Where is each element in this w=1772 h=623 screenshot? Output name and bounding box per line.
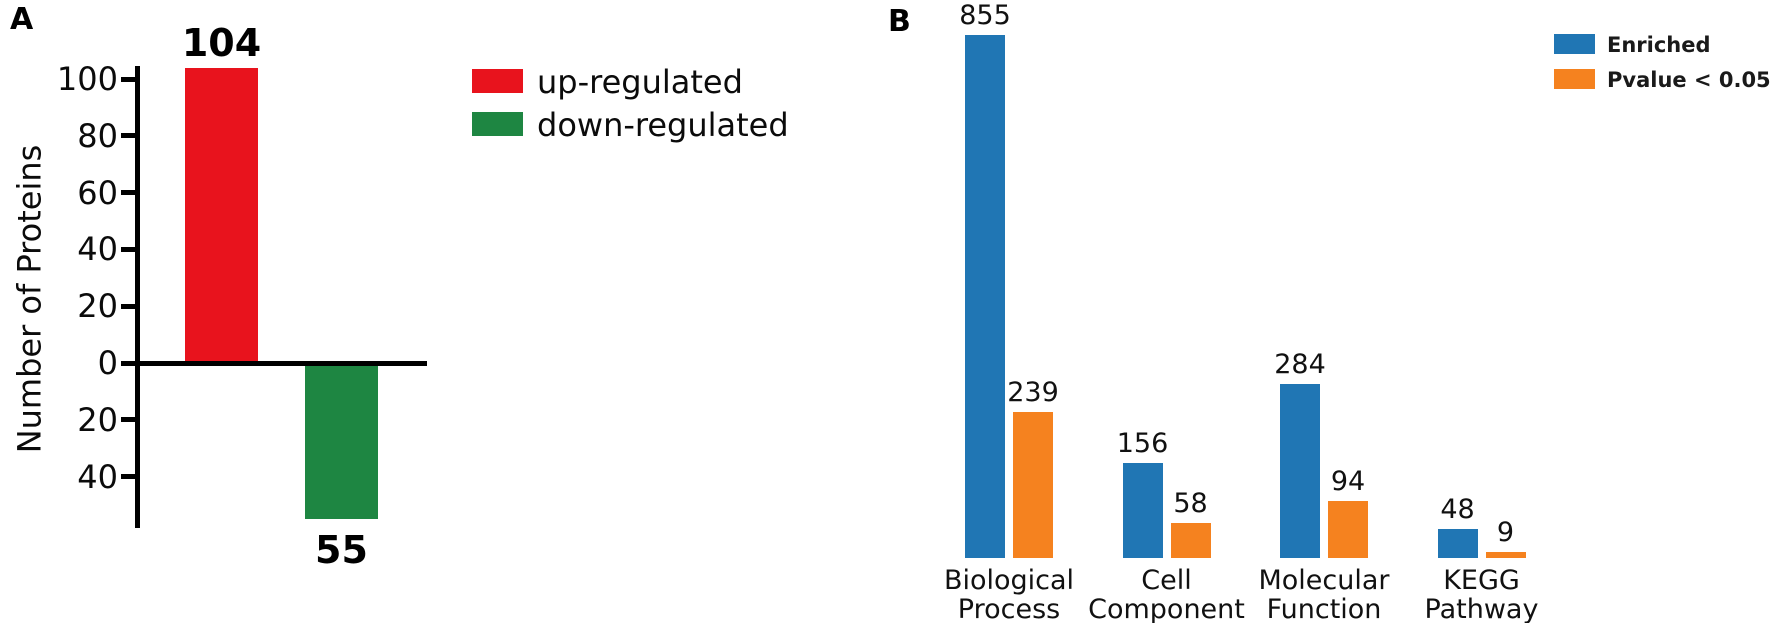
panel-b-legend-swatch-enriched bbox=[1554, 34, 1595, 54]
panel-b-label: B bbox=[888, 4, 911, 39]
panel-b-bar-enriched bbox=[1122, 463, 1163, 558]
panel-a-bar-value-label: 55 bbox=[315, 528, 368, 573]
panel-b-bar-value-label: 94 bbox=[1330, 466, 1366, 497]
panel-b-legend-label: Enriched bbox=[1607, 33, 1711, 57]
panel-a-y-tick-label: 20 bbox=[77, 400, 118, 439]
panel-b-bar-pvalue-<-0.05 bbox=[1328, 501, 1368, 558]
panel-a-y-tick bbox=[121, 417, 135, 423]
panel-a-y-tick-label: 100 bbox=[56, 60, 118, 98]
panel-a-legend-label: up-regulated bbox=[537, 63, 743, 101]
panel-a-y-tick bbox=[121, 133, 135, 139]
panel-b-bar-pvalue-<-0.05 bbox=[1485, 552, 1526, 558]
panel-a-legend-swatch-up-regulated bbox=[472, 69, 523, 93]
panel-b-bar-value-label: 239 bbox=[1007, 377, 1059, 408]
panel-b-bar-enriched bbox=[1437, 529, 1478, 558]
panel-a-x-axis-line bbox=[135, 360, 427, 366]
panel-a-bar-value-label: 104 bbox=[181, 20, 262, 65]
panel-b-bar-value-label: 58 bbox=[1173, 488, 1208, 519]
panel-a-y-tick-label: 60 bbox=[77, 173, 118, 212]
panel-a-y-tick bbox=[121, 303, 135, 309]
panel-a-y-tick-label: 80 bbox=[77, 116, 118, 155]
panel-a-legend-label: down-regulated bbox=[537, 106, 789, 144]
panel-b-category-label: KEGG Pathway bbox=[1424, 565, 1539, 623]
panel-a-y-axis-line bbox=[135, 66, 140, 528]
panel-a-y-tick bbox=[121, 474, 135, 480]
panel-a-label: A bbox=[10, 2, 34, 37]
panel-a-y-tick bbox=[121, 360, 135, 366]
panel-a-bar-up-regulated bbox=[185, 67, 258, 363]
panel-a-y-tick bbox=[121, 190, 135, 196]
panel-b-bar-pvalue-<-0.05 bbox=[1013, 412, 1053, 558]
panel-b-bar-pvalue-<-0.05 bbox=[1170, 523, 1211, 558]
panel-b-bar-value-label: 48 bbox=[1440, 494, 1475, 525]
panel-a-y-tick-label: 20 bbox=[77, 287, 118, 326]
panel-b-bar-value-label: 855 bbox=[959, 0, 1011, 31]
panel-b-category-label: Molecular Function bbox=[1258, 565, 1390, 623]
panel-a-legend-swatch-down-regulated bbox=[472, 112, 523, 136]
panel-b-bar-value-label: 156 bbox=[1116, 428, 1169, 459]
panel-a-y-tick-label: 0 bbox=[97, 344, 118, 382]
panel-a-y-tick bbox=[121, 246, 135, 252]
panel-b-bar-enriched bbox=[1280, 384, 1320, 558]
panel-b-bar-value-label: 9 bbox=[1496, 517, 1515, 548]
panel-a-y-tick-label: 40 bbox=[77, 457, 118, 496]
panel-b-legend-swatch-pvalue-<-0.05 bbox=[1554, 69, 1595, 89]
panel-b-legend-label: Pvalue < 0.05 bbox=[1607, 68, 1771, 92]
panel-a-y-tick bbox=[121, 76, 135, 82]
panel-b-category-label: Biological Process bbox=[943, 565, 1075, 623]
panel-b-bar-enriched bbox=[965, 35, 1005, 558]
panel-b-category-label: Cell Component bbox=[1088, 565, 1245, 623]
panel-b-bar-value-label: 284 bbox=[1274, 349, 1326, 380]
panel-a-bar-down-regulated bbox=[305, 363, 378, 520]
panel-a-y-tick-label: 40 bbox=[77, 230, 118, 269]
